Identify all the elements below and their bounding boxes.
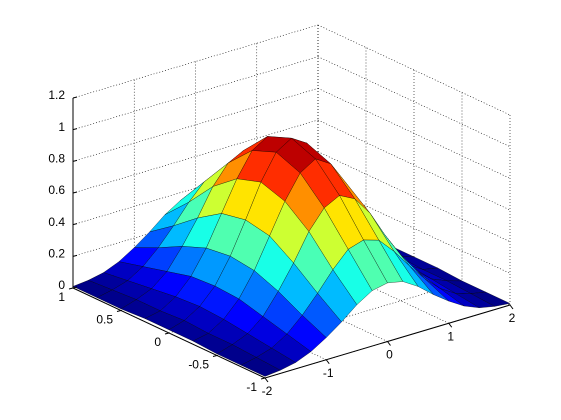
- z-tick-label: 0: [58, 278, 65, 292]
- grid-line: [72, 56, 319, 130]
- y-tick: [68, 287, 74, 290]
- x-tick-label: 0: [386, 348, 393, 362]
- z-tick-label: 0.6: [48, 183, 65, 197]
- x-tick: [325, 359, 330, 365]
- z-tick: [72, 159, 78, 162]
- y-tick: [260, 377, 266, 380]
- z-tick-label: 1: [58, 120, 65, 134]
- x-tick: [509, 304, 514, 310]
- x-tick: [448, 322, 453, 328]
- grid-line: [72, 88, 319, 162]
- z-tick: [72, 286, 78, 289]
- z-tick: [72, 128, 78, 131]
- x-tick: [264, 377, 269, 383]
- z-tick-label: 0.8: [48, 152, 65, 166]
- y-tick-label: 0: [154, 335, 161, 349]
- grid-line: [72, 119, 319, 194]
- surface-cell: [240, 357, 281, 377]
- z-tick-label: 0.4: [48, 215, 65, 229]
- z-tick-label: 1.2: [48, 88, 65, 102]
- x-tick: [387, 341, 391, 346]
- y-tick: [212, 355, 218, 357]
- y-tick: [116, 310, 122, 312]
- z-tick: [72, 191, 78, 194]
- y-tick-label: 1: [58, 290, 65, 304]
- y-tick-label: -0.5: [188, 358, 209, 372]
- z-tick: [72, 254, 78, 257]
- y-tick-label: -1: [246, 380, 257, 394]
- x-tick-label: -1: [323, 366, 334, 380]
- z-tick: [72, 96, 78, 99]
- z-tick: [72, 223, 78, 226]
- grid-line: [72, 24, 319, 99]
- x-tick-label: -2: [262, 384, 273, 398]
- y-tick: [164, 332, 170, 335]
- y-tick-label: 0.5: [96, 313, 113, 327]
- z-tick-label: 0.2: [48, 247, 65, 261]
- x-tick-label: 2: [509, 311, 516, 325]
- x-tick-label: 1: [447, 329, 454, 343]
